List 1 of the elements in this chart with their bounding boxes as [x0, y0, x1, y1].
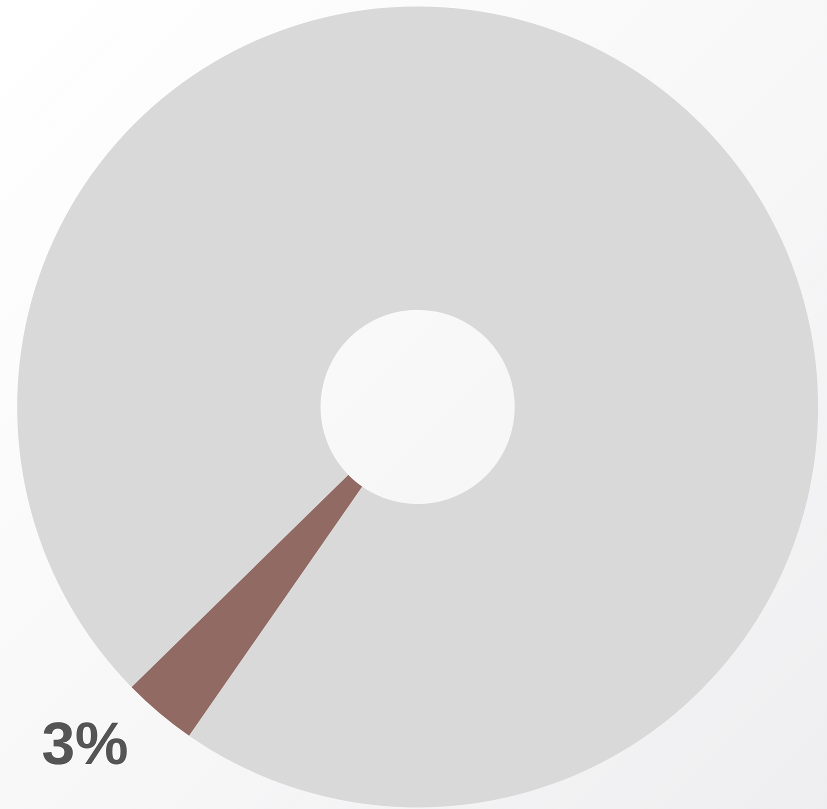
data-label: 3% [42, 710, 128, 777]
